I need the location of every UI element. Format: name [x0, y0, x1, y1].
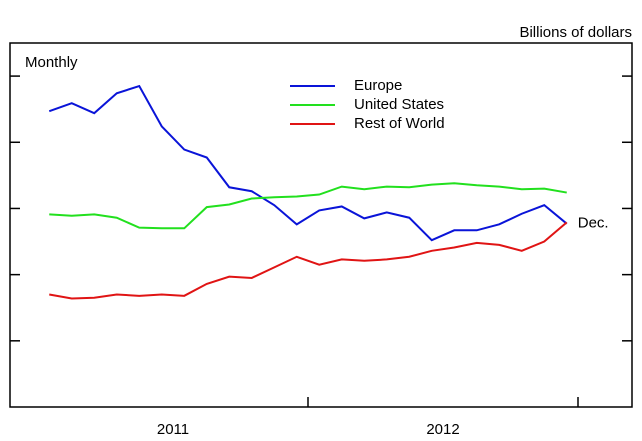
end-label: Dec. — [578, 215, 609, 232]
series-line — [49, 182, 567, 230]
series-line — [49, 221, 568, 300]
legend-label: United States — [354, 96, 444, 113]
legend-label: Rest of World — [354, 115, 445, 132]
legend-label: Europe — [354, 77, 402, 94]
frequency-label: Monthly — [25, 54, 78, 71]
x-year-label: 2011 — [157, 421, 189, 438]
series-line — [48, 84, 568, 242]
x-year-label: 2012 — [426, 421, 459, 438]
plot-frame — [9, 42, 633, 408]
unit-label: Billions of dollars — [519, 24, 632, 41]
